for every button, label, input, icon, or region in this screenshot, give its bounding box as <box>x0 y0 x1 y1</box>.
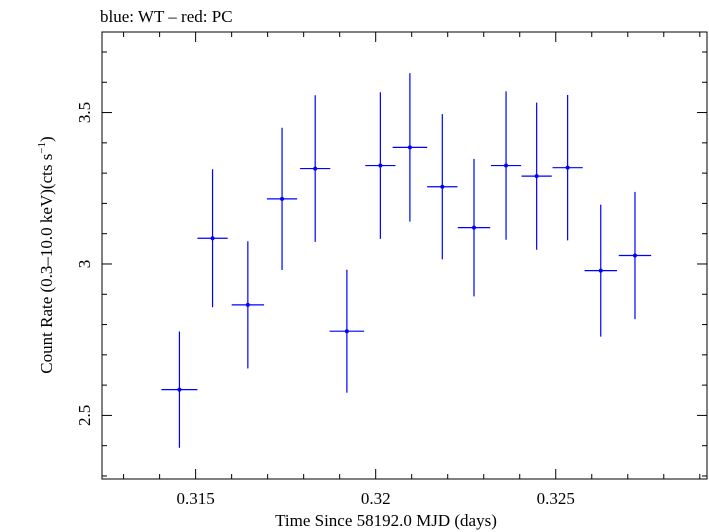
point-marker <box>378 163 383 168</box>
point-marker <box>177 387 182 392</box>
point-marker <box>245 302 250 307</box>
point-marker <box>534 174 539 179</box>
data-point <box>427 114 458 260</box>
x-axis: 0.315 0.32 0.325 <box>123 32 701 508</box>
y-axis-label-close: ) <box>37 136 56 142</box>
x-tick-label: 0.315 <box>177 489 215 508</box>
x-tick-label: 0.32 <box>361 489 391 508</box>
y-tick-label: 2.5 <box>75 405 94 426</box>
x-axis-label: Time Since 58192.0 MJD (days) <box>275 511 497 530</box>
plot-frame <box>101 31 708 480</box>
point-marker <box>344 329 349 334</box>
y-axis-label-exponent: −1 <box>36 142 48 154</box>
point-marker <box>407 145 412 150</box>
data-point <box>392 73 428 222</box>
y-axis-label-main: Count Rate (0.3–10.0 keV)(cts s <box>37 154 56 374</box>
data-point <box>618 191 652 320</box>
chart-title: blue: WT – red: PC <box>100 7 233 26</box>
point-marker <box>598 268 603 273</box>
y-tick-label: 3 <box>75 260 94 269</box>
y-axis-label: Count Rate (0.3–10.0 keV)(cts s−1) <box>36 136 56 373</box>
x-tick-label: 0.325 <box>537 489 575 508</box>
data-point <box>161 331 198 448</box>
data-series <box>161 73 652 448</box>
data-point <box>584 204 617 337</box>
data-point <box>365 92 396 239</box>
point-marker <box>210 236 215 241</box>
point-marker <box>504 163 509 168</box>
point-marker <box>565 165 570 170</box>
data-point <box>300 95 331 242</box>
data-point <box>231 241 265 369</box>
y-axis: 2.5 3 3.5 <box>75 51 707 477</box>
point-marker <box>440 184 445 189</box>
data-point <box>197 169 228 308</box>
data-point <box>329 269 365 393</box>
data-point <box>457 158 491 297</box>
data-point <box>521 102 552 250</box>
data-point <box>266 127 298 271</box>
point-marker <box>472 225 477 230</box>
y-tick-label: 3.5 <box>75 102 94 123</box>
point-marker <box>313 166 318 171</box>
point-marker <box>632 253 637 258</box>
point-marker <box>280 196 285 201</box>
data-point <box>552 94 583 241</box>
data-point <box>490 91 522 240</box>
